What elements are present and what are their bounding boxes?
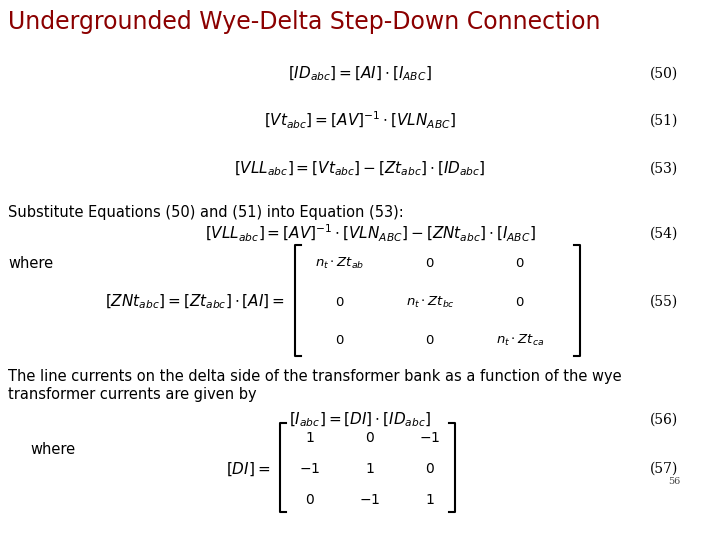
Text: $0$: $0$: [425, 462, 435, 476]
Text: $0$: $0$: [305, 492, 315, 507]
Text: Undergrounded Wye-Delta Step-Down Connection: Undergrounded Wye-Delta Step-Down Connec…: [8, 10, 600, 34]
Text: $[ID_{abc}] = [AI] \cdot [I_{ABC}]$: $[ID_{abc}] = [AI] \cdot [I_{ABC}]$: [288, 64, 432, 83]
Text: where: where: [8, 256, 53, 271]
Text: $[VLL_{abc}] = [AV]^{-1} \cdot [VLN_{ABC}] - [ZNt_{abc}] \cdot [I_{ABC}]$: $[VLL_{abc}] = [AV]^{-1} \cdot [VLN_{ABC…: [204, 223, 536, 244]
Text: $0$: $0$: [426, 256, 435, 269]
Text: (53): (53): [649, 162, 678, 176]
Text: The line currents on the delta side of the transformer bank as a function of the: The line currents on the delta side of t…: [8, 368, 621, 383]
Text: (54): (54): [649, 226, 678, 240]
Text: $n_t \cdot Zt_{bc}$: $n_t \cdot Zt_{bc}$: [405, 294, 454, 309]
Text: $1$: $1$: [426, 492, 435, 507]
Text: $-1$: $-1$: [419, 431, 441, 445]
Text: $[ZNt_{abc}] = [Zt_{abc}] \cdot [AI] = $: $[ZNt_{abc}] = [Zt_{abc}] \cdot [AI] = $: [105, 293, 285, 311]
Text: $[I_{abc}] = [DI] \cdot [ID_{abc}]$: $[I_{abc}] = [DI] \cdot [ID_{abc}]$: [289, 410, 431, 429]
Text: (50): (50): [649, 67, 678, 80]
Text: $0$: $0$: [516, 256, 525, 269]
Text: (55): (55): [649, 295, 678, 309]
Text: 56: 56: [667, 477, 680, 485]
Text: $n_t \cdot Zt_{ca}$: $n_t \cdot Zt_{ca}$: [496, 333, 544, 348]
Text: (56): (56): [649, 413, 678, 427]
Text: ECpE Department: ECpE Department: [570, 509, 708, 523]
Text: $[VLL_{abc}] = [Vt_{abc}] - [Zt_{abc}] \cdot [ID_{abc}]$: $[VLL_{abc}] = [Vt_{abc}] - [Zt_{abc}] \…: [234, 160, 486, 178]
Text: $1$: $1$: [305, 431, 315, 445]
Text: (51): (51): [649, 114, 678, 128]
Text: $[DI] = $: $[DI] = $: [226, 460, 270, 477]
Text: $0$: $0$: [426, 334, 435, 347]
Text: $0$: $0$: [336, 295, 345, 308]
Text: $0$: $0$: [516, 295, 525, 308]
Text: $-1$: $-1$: [300, 462, 320, 476]
Text: $1$: $1$: [365, 462, 375, 476]
Text: IOWA STATE UNIVERSITY: IOWA STATE UNIVERSITY: [12, 508, 230, 525]
Text: $0$: $0$: [365, 431, 375, 445]
Text: where: where: [30, 442, 75, 457]
Text: $n_t \cdot Zt_{ab}$: $n_t \cdot Zt_{ab}$: [315, 255, 364, 271]
Text: $-1$: $-1$: [359, 492, 381, 507]
Text: Substitute Equations (50) and (51) into Equation (53):: Substitute Equations (50) and (51) into …: [8, 205, 404, 220]
Text: (57): (57): [649, 462, 678, 476]
Text: $[Vt_{abc}] = [AV]^{-1} \cdot [VLN_{ABC}]$: $[Vt_{abc}] = [AV]^{-1} \cdot [VLN_{ABC}…: [264, 110, 456, 131]
Text: $0$: $0$: [336, 334, 345, 347]
Text: transformer currents are given by: transformer currents are given by: [8, 387, 256, 402]
